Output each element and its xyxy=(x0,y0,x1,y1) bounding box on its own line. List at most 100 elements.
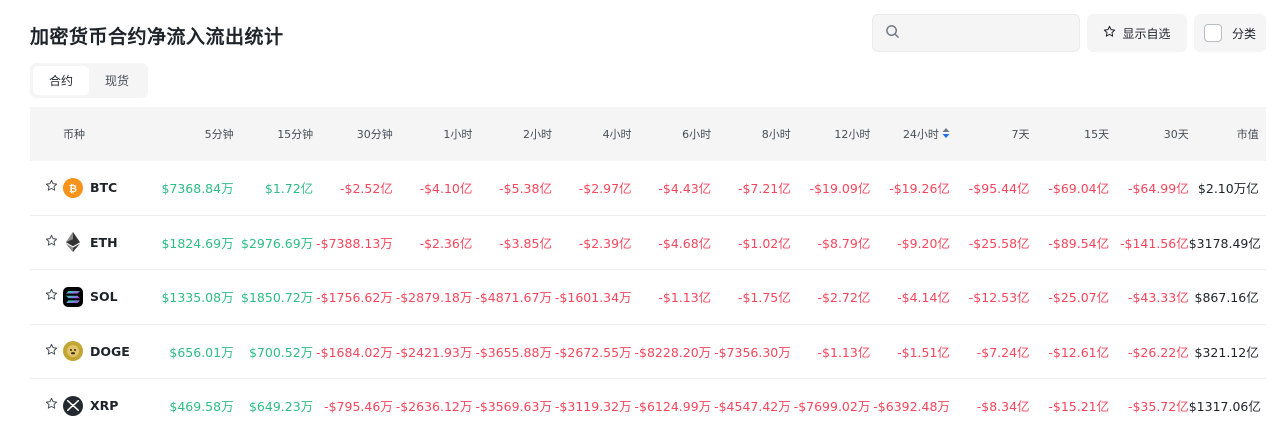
coin-cell: ₿ BTC xyxy=(30,177,154,198)
favorite-star-icon[interactable] xyxy=(45,343,61,360)
column-header-coin: 币种 xyxy=(63,128,85,141)
cell-8h: -$1.75亿 xyxy=(737,290,791,306)
cell-15d: -$69.04亿 xyxy=(1048,181,1110,197)
cell-2h: -$3655.88万 xyxy=(475,344,552,360)
cell-2h: -$3569.63万 xyxy=(475,399,552,415)
column-header-4h[interactable]: 4小时 xyxy=(602,128,632,141)
search-icon xyxy=(885,24,900,43)
coin-cell: XRP xyxy=(30,395,154,416)
bitcoin-icon: ₿ xyxy=(63,177,83,198)
column-header-15d[interactable]: 15天 xyxy=(1084,128,1110,141)
xrp-icon xyxy=(63,395,83,416)
cell-8h: -$4547.42万 xyxy=(714,399,791,415)
cell-6h: -$6124.99万 xyxy=(634,399,712,415)
cell-1h: -$4.10亿 xyxy=(419,181,473,197)
column-header-2h[interactable]: 2小时 xyxy=(522,128,552,141)
cell-1h: -$2879.18万 xyxy=(395,290,473,306)
favorite-star-icon[interactable] xyxy=(45,288,61,305)
coin-cell: ETH xyxy=(30,232,154,253)
column-header-24h[interactable]: 24小时 xyxy=(870,126,950,143)
cell-30d: -$35.72亿 xyxy=(1127,399,1189,415)
column-header-12h[interactable]: 12小时 xyxy=(834,128,871,141)
cell-15m: $1.72亿 xyxy=(264,181,314,197)
cell-market-cap: $2.10万亿 xyxy=(1197,181,1259,197)
cell-1h: -$2.36亿 xyxy=(419,235,473,251)
cell-12h: -$7699.02万 xyxy=(793,399,871,415)
cell-30m: -$1756.62万 xyxy=(316,290,393,306)
category-checkbox[interactable] xyxy=(1203,24,1222,42)
column-header-15m[interactable]: 15分钟 xyxy=(277,128,314,141)
table-row[interactable]: ETH $1824.69万 $2976.69万 -$7388.13万 -$2.36亿 -$… xyxy=(30,216,1266,270)
column-header-8h[interactable]: 8小时 xyxy=(761,128,791,141)
cell-24h: -$19.26亿 xyxy=(889,181,950,197)
netflow-table: 币种 5分钟 15分钟 30分钟 1小时 2小时 4小时 6小时 8小时 12小… xyxy=(30,107,1266,432)
cell-8h: -$7356.30万 xyxy=(714,344,791,360)
cell-market-cap: $867.16亿 xyxy=(1194,290,1259,306)
cell-6h: -$8228.20万 xyxy=(634,344,712,360)
favorite-star-icon[interactable] xyxy=(45,234,61,251)
cell-2h: -$3.85亿 xyxy=(499,235,552,251)
show-favorites-button[interactable]: 显示自选 xyxy=(1087,14,1187,52)
table-row[interactable]: DOGE $656.01万 $700.52万 -$1684.02万 -$2421.93万… xyxy=(30,325,1266,379)
svg-text:₿: ₿ xyxy=(69,183,77,194)
favorite-star-icon[interactable] xyxy=(45,397,61,414)
solana-icon xyxy=(63,286,83,307)
tab-futures[interactable]: 合约 xyxy=(33,66,89,95)
cell-7d: -$8.34亿 xyxy=(976,399,1030,415)
column-header-30m[interactable]: 30分钟 xyxy=(356,128,393,141)
sort-icon[interactable] xyxy=(942,127,950,142)
column-header-6h[interactable]: 6小时 xyxy=(682,128,712,141)
coin-symbol[interactable]: BTC xyxy=(90,180,118,196)
column-header-5m[interactable]: 5分钟 xyxy=(204,128,234,141)
cell-15m: $700.52万 xyxy=(248,344,314,360)
cell-6h: -$4.68亿 xyxy=(658,235,712,251)
cell-2h: -$5.38亿 xyxy=(499,181,552,197)
column-header-market-cap[interactable]: 市值 xyxy=(1236,128,1259,141)
column-header-7d[interactable]: 7天 xyxy=(1011,128,1030,141)
cell-30m: -$2.52亿 xyxy=(339,181,393,197)
cell-1h: -$2421.93万 xyxy=(395,344,473,360)
cell-4h: -$3119.32万 xyxy=(554,399,632,415)
cell-24h: -$9.20亿 xyxy=(897,235,950,251)
cell-30m: -$1684.02万 xyxy=(316,344,393,360)
cell-15d: -$12.61亿 xyxy=(1048,344,1110,360)
cell-12h: -$1.13亿 xyxy=(817,344,871,360)
search-box[interactable] xyxy=(872,14,1080,52)
cell-24h: -$6392.48万 xyxy=(873,399,950,415)
column-header-24h-label: 24小时 xyxy=(902,127,939,141)
page-title: 加密货币合约净流入流出统计 xyxy=(30,26,284,48)
cell-12h: -$19.09亿 xyxy=(809,181,871,197)
cell-7d: -$7.24亿 xyxy=(976,344,1030,360)
cell-15m: $2976.69万 xyxy=(241,235,314,251)
cell-24h: -$1.51亿 xyxy=(897,344,950,360)
cell-30m: -$795.46万 xyxy=(324,399,393,415)
cell-12h: -$8.79亿 xyxy=(817,235,871,251)
cell-4h: -$2.39亿 xyxy=(578,235,632,251)
table-row[interactable]: ₿ BTC $7368.84万 $1.72亿 -$2.52亿 -$4.10亿 -$5.38亿… xyxy=(30,161,1266,216)
coin-symbol[interactable]: XRP xyxy=(90,398,119,414)
cell-7d: -$95.44亿 xyxy=(968,181,1030,197)
search-input[interactable] xyxy=(908,25,1068,41)
cell-7d: -$25.58亿 xyxy=(968,235,1030,251)
coin-symbol[interactable]: SOL xyxy=(90,289,118,305)
cell-15m: $649.23万 xyxy=(248,399,314,415)
cell-15d: -$89.54亿 xyxy=(1048,235,1110,251)
cell-market-cap: $321.12亿 xyxy=(1194,344,1259,360)
cell-4h: -$2672.55万 xyxy=(554,344,632,360)
cell-30d: -$26.22亿 xyxy=(1127,344,1189,360)
cell-4h: -$1601.34万 xyxy=(554,290,632,306)
cell-12h: -$2.72亿 xyxy=(817,290,871,306)
table-row[interactable]: SOL $1335.08万 $1850.72万 -$1756.62万 -$2879.18… xyxy=(30,270,1266,325)
column-header-30d[interactable]: 30天 xyxy=(1163,128,1189,141)
column-header-1h[interactable]: 1小时 xyxy=(443,128,473,141)
tab-spot[interactable]: 现货 xyxy=(104,74,129,88)
table-row[interactable]: XRP $469.58万 $649.23万 -$795.46万 -$2636.12万 -$… xyxy=(30,379,1266,432)
market-tabs: 合约 现货 xyxy=(30,63,148,98)
coin-symbol[interactable]: DOGE xyxy=(90,343,130,359)
cell-6h: -$1.13亿 xyxy=(658,290,712,306)
cell-15m: $1850.72万 xyxy=(241,290,314,306)
coin-symbol[interactable]: ETH xyxy=(90,234,118,250)
favorite-star-icon[interactable] xyxy=(45,179,61,196)
category-toggle[interactable]: 分类 xyxy=(1194,14,1266,52)
star-icon xyxy=(1103,25,1116,41)
